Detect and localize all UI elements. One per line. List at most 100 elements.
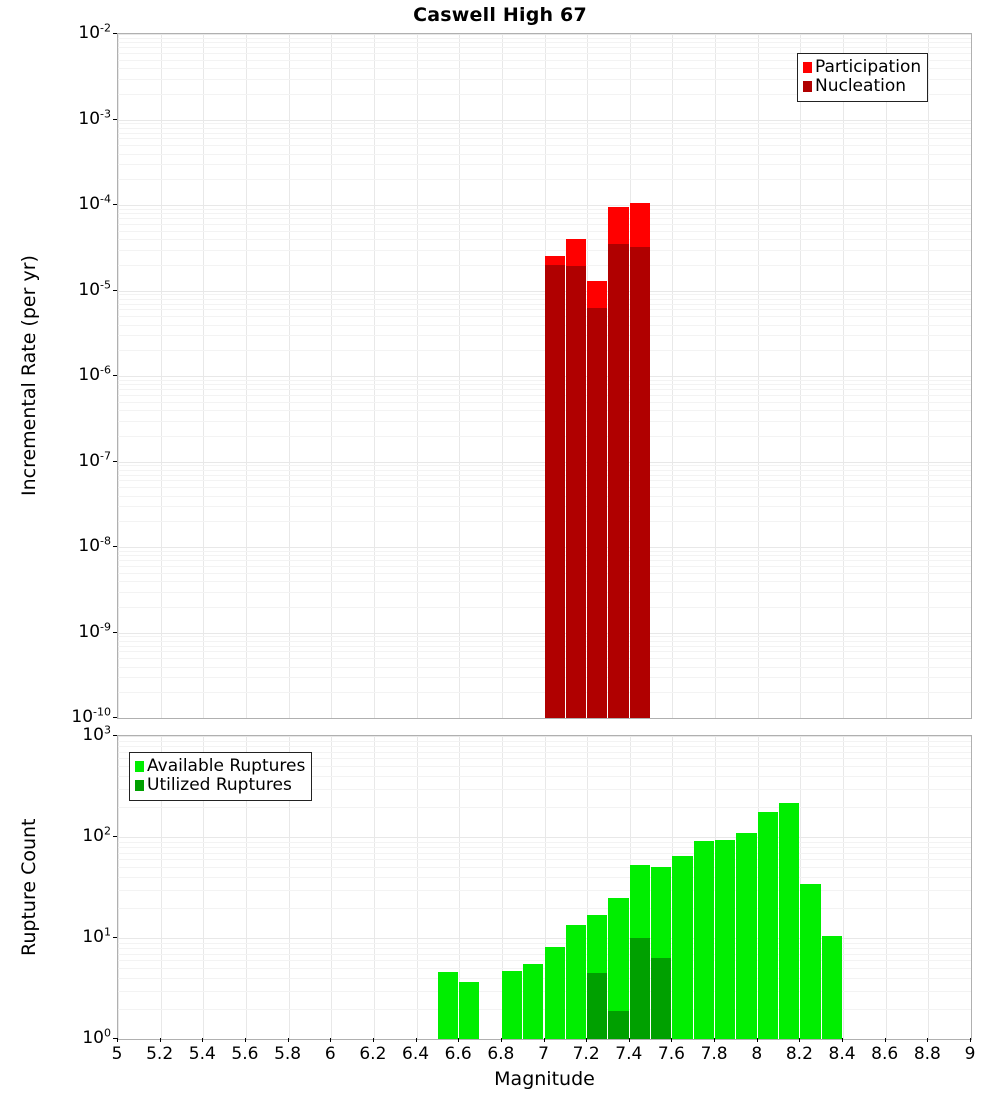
- gridline-vertical: [373, 34, 375, 718]
- gridline-horizontal-major: [118, 718, 971, 719]
- gridline-vertical: [459, 34, 461, 718]
- gridline-horizontal-major: [118, 1039, 971, 1040]
- y-tick-mark: [113, 460, 117, 462]
- gridline-horizontal-major: [118, 119, 971, 121]
- bar-available-ruptures: [715, 840, 736, 1039]
- gridline-horizontal-minor: [118, 745, 971, 747]
- gridline-vertical: [331, 34, 333, 718]
- gridline-vertical: [501, 34, 503, 718]
- y-tick-mark: [113, 118, 117, 120]
- y-tick-mark: [113, 836, 117, 837]
- gridline-vertical: [757, 34, 759, 718]
- x-tick-label: 6.2: [359, 1044, 387, 1064]
- bar-utilized-ruptures: [651, 957, 672, 1039]
- gridline-horizontal-major: [118, 205, 971, 206]
- x-tick-mark: [756, 1038, 758, 1042]
- y-tick-label: 100: [82, 1026, 111, 1048]
- bottom-chart-legend: Available Ruptures Utilized Ruptures: [129, 752, 313, 802]
- x-tick-mark: [202, 1038, 204, 1042]
- utilized-ruptures-swatch: [135, 780, 144, 792]
- gridline-horizontal-minor: [118, 213, 971, 215]
- gridline-horizontal-minor: [118, 230, 971, 232]
- gridline-horizontal-minor: [118, 889, 971, 891]
- gridline-horizontal-minor: [118, 153, 971, 155]
- x-tick-label: 6.8: [487, 1044, 515, 1064]
- x-tick-label: 7.2: [572, 1044, 600, 1064]
- x-tick-mark: [628, 1038, 630, 1042]
- nucleation-swatch: [803, 81, 812, 93]
- y-tick-label: 10-3: [78, 106, 111, 129]
- gridline-vertical: [928, 736, 930, 1039]
- y-tick-label: 10-5: [78, 277, 111, 300]
- bar-available-ruptures: [821, 935, 842, 1039]
- x-tick-mark: [927, 1038, 929, 1042]
- gridline-horizontal-minor: [118, 164, 971, 166]
- x-tick-mark: [970, 1038, 971, 1042]
- gridline-vertical: [203, 34, 205, 718]
- bar-utilized-ruptures: [608, 1010, 629, 1039]
- x-tick-mark: [159, 1038, 161, 1042]
- gridline-vertical: [843, 34, 845, 718]
- bar-nucleation: [587, 307, 608, 718]
- bottom-chart-xlabel: Magnitude: [494, 1068, 595, 1090]
- bar-available-ruptures: [565, 924, 586, 1039]
- x-tick-mark: [799, 1038, 801, 1042]
- y-tick-mark: [113, 289, 117, 291]
- y-tick-mark: [113, 937, 117, 938]
- bar-available-ruptures: [800, 884, 821, 1039]
- gridline-vertical: [715, 34, 717, 718]
- gridline-vertical: [971, 736, 972, 1039]
- x-tick-mark: [714, 1038, 716, 1042]
- legend-label-nucleation: Nucleation: [815, 76, 907, 97]
- gridline-horizontal-minor: [118, 223, 971, 225]
- x-tick-mark: [586, 1038, 588, 1042]
- gridline-vertical: [245, 34, 247, 718]
- gridline-horizontal-minor: [118, 239, 971, 241]
- bar-utilized-ruptures: [629, 938, 650, 1039]
- bar-available-ruptures: [672, 855, 693, 1039]
- bar-available-ruptures: [523, 964, 544, 1039]
- y-tick-mark: [113, 717, 117, 718]
- gridline-horizontal-minor: [118, 37, 971, 39]
- x-tick-mark: [287, 1038, 289, 1042]
- x-tick-label: 9: [964, 1044, 976, 1064]
- x-tick-label: 6.4: [402, 1044, 430, 1064]
- gridline-horizontal-major: [118, 34, 971, 35]
- gridline-horizontal-minor: [118, 867, 971, 869]
- gridline-vertical: [288, 34, 290, 718]
- x-tick-mark: [244, 1038, 246, 1042]
- gridline-horizontal-minor: [118, 877, 971, 879]
- x-tick-mark: [415, 1038, 417, 1042]
- y-tick-label: 10-2: [78, 21, 111, 43]
- x-tick-label: 7.6: [657, 1044, 685, 1064]
- x-tick-label: 8.2: [785, 1044, 813, 1064]
- x-tick-mark: [117, 1038, 118, 1042]
- x-tick-mark: [842, 1038, 844, 1042]
- legend-label-utilized-ruptures: Utilized Ruptures: [147, 775, 292, 796]
- gridline-horizontal-minor: [118, 852, 971, 854]
- gridline-horizontal-minor: [118, 145, 971, 147]
- bar-available-ruptures: [501, 971, 522, 1039]
- gridline-horizontal-minor: [118, 42, 971, 44]
- gridline-horizontal-minor: [118, 47, 971, 49]
- gridline-vertical: [971, 34, 972, 718]
- y-tick-label: 102: [82, 824, 111, 846]
- gridline-vertical: [672, 34, 674, 718]
- bar-utilized-ruptures: [587, 973, 608, 1039]
- gridline-vertical: [885, 736, 887, 1039]
- gridline-vertical: [800, 34, 802, 718]
- y-tick-label: 10-8: [78, 534, 111, 556]
- x-tick-label: 5.8: [274, 1044, 302, 1064]
- gridline-horizontal-minor: [118, 132, 971, 134]
- gridline-horizontal-minor: [118, 218, 971, 220]
- bar-nucleation: [565, 265, 586, 718]
- bar-available-ruptures: [779, 803, 800, 1039]
- bar-nucleation: [608, 243, 629, 718]
- incremental-rate-plot: [117, 33, 972, 719]
- x-tick-label: 5.4: [188, 1044, 216, 1064]
- y-tick-label: 10-9: [78, 619, 111, 642]
- gridline-vertical: [928, 34, 930, 718]
- x-tick-label: 8.4: [828, 1044, 856, 1064]
- x-tick-mark: [543, 1038, 545, 1042]
- gridline-vertical: [416, 34, 418, 718]
